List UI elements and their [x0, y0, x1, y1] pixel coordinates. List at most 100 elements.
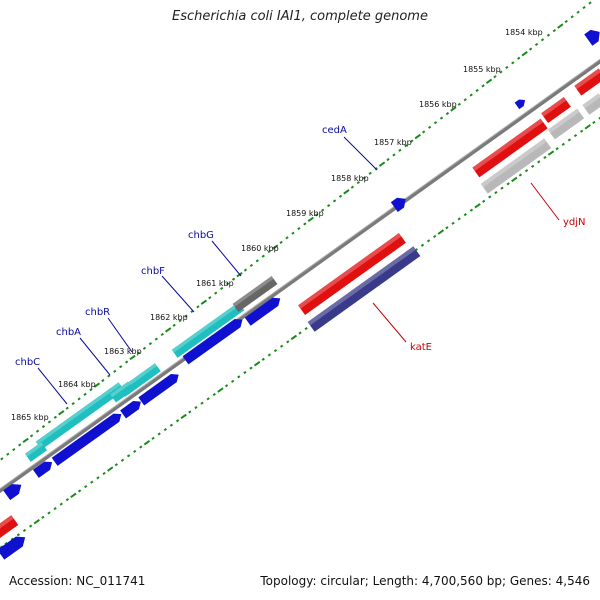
gene-grey-2[interactable]	[547, 108, 585, 140]
gene-label-leaders	[37, 136, 560, 405]
tick-mark	[350, 185, 355, 189]
gene-grey-2-body	[547, 108, 585, 140]
gene-cedA-body	[390, 197, 406, 212]
tick-mark	[65, 498, 69, 502]
tick-mark	[528, 47, 533, 51]
tick-mark	[378, 161, 386, 167]
gene-label-chbF[interactable]: chbF	[141, 266, 165, 277]
gene-ydjN[interactable]	[472, 118, 548, 178]
gene-label-chbC[interactable]: chbC	[15, 357, 40, 368]
gene-chbF[interactable]	[171, 302, 245, 358]
gene-blue-edge[interactable]	[3, 480, 25, 501]
tick-mark	[77, 397, 81, 401]
tick-mark	[469, 93, 473, 97]
gene-chbF-shine	[171, 302, 241, 353]
gene-ydjN-shine	[472, 118, 544, 171]
tick-mark	[70, 492, 77, 499]
tick-mark	[505, 65, 509, 70]
tick-mark	[279, 344, 284, 348]
tick-mark	[41, 424, 46, 429]
tick-mark	[485, 78, 493, 84]
gene-blue-6[interactable]	[244, 294, 283, 326]
tick-mark	[249, 263, 254, 267]
tick-mark	[433, 121, 438, 125]
gene-grey-1[interactable]	[480, 138, 552, 194]
gene-cedA[interactable]	[390, 194, 409, 212]
tick-mark	[493, 75, 497, 79]
tick-mark	[107, 466, 114, 472]
gene-label-chbA[interactable]: chbA	[56, 327, 81, 338]
gene-katE[interactable]	[307, 246, 421, 332]
tick-mark	[124, 360, 129, 364]
tick-mark	[77, 489, 82, 493]
tick-mark	[439, 116, 444, 120]
gene-blue-2[interactable]	[32, 458, 55, 478]
tick-mark	[332, 199, 337, 203]
gene-blue-1[interactable]	[51, 410, 125, 466]
tick-mark	[172, 323, 176, 327]
gene-grey-1-shine	[480, 138, 547, 188]
gene-grey-3-shine	[582, 93, 600, 109]
gene-blue-topright[interactable]	[584, 26, 600, 46]
tick-mark	[0, 457, 4, 461]
tick-mark	[184, 314, 188, 318]
gene-chbC[interactable]	[35, 382, 125, 450]
tick-mark	[178, 319, 182, 323]
tick-mark	[200, 299, 208, 305]
gene-red-left[interactable]	[0, 515, 19, 539]
tick-mark	[567, 138, 572, 142]
tick-mark	[53, 415, 57, 419]
tick-mark	[564, 19, 568, 23]
gene-red-small[interactable]	[541, 96, 571, 124]
tick-mark	[547, 150, 555, 156]
gene-grey-1-body	[480, 138, 552, 194]
tick-mark	[343, 189, 350, 195]
tick-mark	[119, 365, 123, 369]
gene-blue-tiny[interactable]	[514, 97, 528, 110]
gene-blue-edge-body	[3, 484, 22, 501]
leader-chbR	[107, 317, 133, 353]
gene-katE-shine	[307, 246, 416, 326]
leader-chbF	[161, 275, 195, 313]
gene-cyan-small[interactable]	[24, 442, 48, 462]
tick-mark	[511, 176, 518, 183]
tick-mark	[540, 38, 545, 42]
gene-blue-4[interactable]	[138, 371, 181, 406]
gene-label-chbR[interactable]: chbR	[85, 307, 110, 318]
tick-mark	[517, 56, 521, 60]
gene-label-katE[interactable]: katE	[410, 342, 432, 353]
tick-mark	[71, 401, 75, 406]
gene-chbR-strand[interactable]	[110, 381, 134, 403]
gene-blue-left[interactable]	[0, 532, 29, 560]
tick-mark	[457, 217, 461, 221]
gene-red-edge[interactable]	[574, 68, 600, 96]
gene-label-cedA[interactable]: cedA	[322, 125, 347, 136]
gene-blue-left-body	[0, 536, 26, 560]
gene-grey-3[interactable]	[582, 93, 600, 115]
lower-tick-rail	[0, 116, 600, 550]
tick-mark	[102, 471, 106, 475]
tick-mark	[148, 342, 153, 346]
backbone-highlight	[0, 58, 600, 490]
tick-mark	[561, 142, 565, 146]
gene-chbG-shine	[232, 275, 274, 307]
gene-blue-5[interactable]	[182, 316, 246, 365]
tick-mark	[139, 445, 143, 449]
genome-backbone	[0, 58, 600, 494]
tick-mark	[18, 443, 22, 447]
tick-mark	[151, 436, 155, 440]
tick-mark	[261, 357, 265, 361]
tick-mark	[28, 524, 33, 528]
gene-label-chbG[interactable]: chbG	[188, 230, 214, 241]
tick-mark	[107, 374, 111, 378]
gene-label-ydjN[interactable]: ydjN	[563, 217, 586, 228]
gene-chbG[interactable]	[232, 275, 278, 313]
tick-mark	[463, 98, 467, 102]
gene-cyan-small-body	[24, 442, 48, 462]
tick-mark	[267, 353, 272, 357]
gene-blue-3[interactable]	[120, 398, 144, 419]
tick-rails	[0, 1, 600, 550]
gene-katE-strand[interactable]	[298, 233, 406, 315]
